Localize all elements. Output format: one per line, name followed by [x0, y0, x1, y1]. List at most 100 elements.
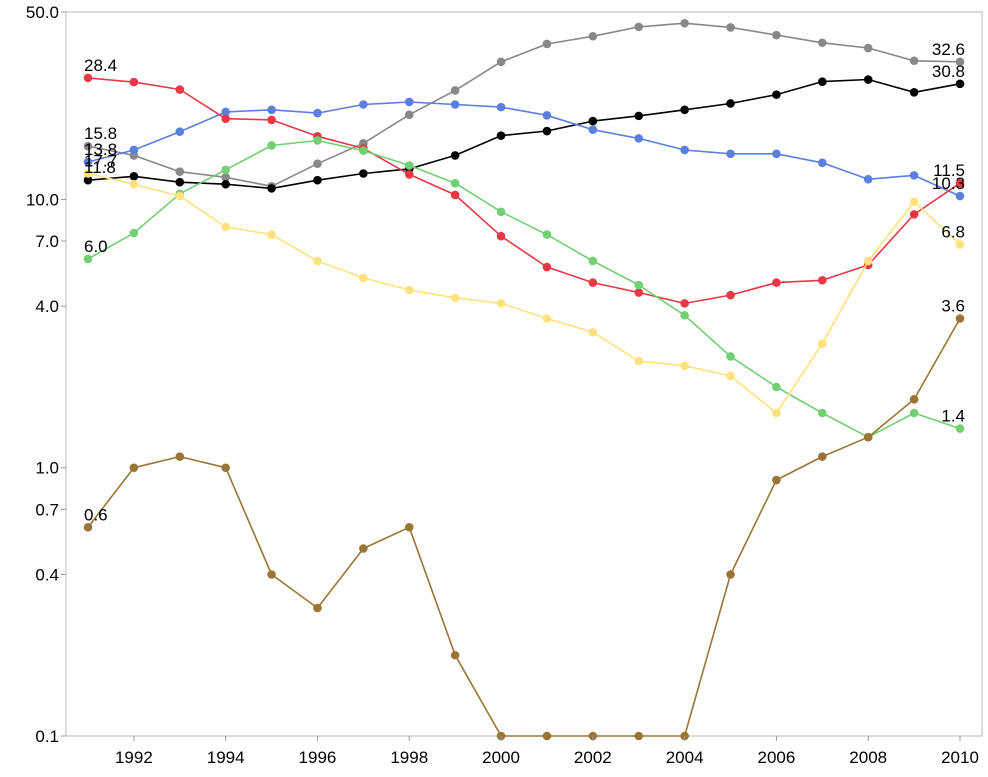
- data-point: [726, 352, 735, 361]
- plot-area-frame: [65, 11, 983, 737]
- start-data-label: 0.6: [84, 505, 108, 524]
- y-tick-label: 7.0: [35, 232, 59, 251]
- data-point: [83, 73, 93, 83]
- data-point: [634, 731, 644, 741]
- data-point: [313, 136, 322, 145]
- series-7: [83, 314, 965, 741]
- data-point: [83, 157, 93, 167]
- data-point: [818, 275, 827, 285]
- x-tick-label: 1996: [299, 748, 337, 767]
- data-point: [404, 285, 414, 295]
- data-point: [496, 102, 506, 112]
- data-point: [909, 171, 919, 180]
- data-point: [542, 230, 552, 239]
- data-point: [175, 452, 185, 461]
- x-tick-label: 2004: [666, 748, 704, 767]
- data-point: [772, 90, 781, 99]
- data-point: [496, 207, 506, 217]
- data-point: [680, 311, 689, 320]
- data-point: [313, 175, 322, 185]
- data-point: [772, 149, 781, 159]
- series-line: [87, 22, 961, 188]
- start-data-label: 15.8: [84, 124, 117, 143]
- data-point: [634, 111, 644, 121]
- data-point: [404, 110, 414, 120]
- end-data-label: 10.3: [932, 174, 965, 193]
- data-point: [313, 603, 322, 613]
- data-point: [634, 288, 644, 297]
- x-tick-label: 2000: [482, 748, 520, 767]
- x-tick-label: 2008: [849, 748, 887, 767]
- y-tick-label: 50.0: [26, 3, 59, 22]
- data-point: [450, 151, 460, 160]
- data-point: [496, 131, 506, 140]
- data-point: [175, 85, 185, 94]
- data-point: [129, 172, 139, 181]
- data-point: [726, 290, 735, 300]
- data-point: [726, 23, 735, 32]
- data-point: [450, 100, 460, 109]
- y-tick-label: 1.0: [35, 459, 59, 478]
- data-point: [129, 179, 139, 189]
- end-data-label: 11.5: [933, 161, 965, 180]
- data-point: [542, 39, 552, 49]
- start-data-label: 28.4: [84, 56, 117, 75]
- data-point: [83, 141, 93, 151]
- series-line: [87, 172, 961, 414]
- data-point: [221, 222, 230, 232]
- end-data-label: 3.6: [941, 297, 965, 316]
- data-point: [404, 161, 414, 170]
- data-point: [221, 107, 230, 117]
- data-point: [83, 522, 93, 532]
- data-point: [955, 178, 965, 188]
- data-point: [772, 475, 781, 485]
- y-tick-label: 4.0: [35, 297, 59, 316]
- data-point: [818, 452, 827, 461]
- data-point: [772, 278, 781, 287]
- data-point: [955, 79, 965, 89]
- data-point: [175, 177, 185, 187]
- y-tick-label: 0.1: [35, 727, 59, 746]
- data-point: [267, 115, 276, 125]
- data-point: [909, 394, 919, 404]
- data-point: [359, 544, 368, 553]
- end-data-label: 1.4: [941, 407, 965, 426]
- series-layer: [83, 18, 965, 741]
- data-point: [634, 356, 644, 366]
- series-line: [87, 139, 961, 439]
- series-5: [83, 136, 965, 442]
- data-point: [496, 57, 506, 67]
- data-point: [726, 99, 735, 108]
- data-point: [634, 22, 644, 32]
- y-tick-label: 0.4: [35, 565, 59, 584]
- data-point: [129, 77, 139, 87]
- data-point: [313, 159, 322, 168]
- data-point: [359, 100, 368, 109]
- data-point: [726, 149, 735, 159]
- data-point: [680, 18, 689, 28]
- y-tick-label: 10.0: [26, 190, 59, 209]
- end-data-label: 32.6: [932, 40, 965, 59]
- data-point: [955, 57, 965, 67]
- axis-layer: 0.1 0.4 0.7 1.0 4.0 7.0 10.0 50.0 1992 1994 1996 19…: [26, 3, 979, 767]
- data-point: [634, 134, 644, 143]
- data-point: [542, 731, 552, 741]
- data-point: [909, 197, 919, 207]
- data-point: [588, 327, 598, 337]
- data-point: [267, 570, 276, 579]
- data-point: [955, 191, 965, 201]
- data-point: [129, 145, 139, 155]
- data-point: [680, 145, 689, 155]
- data-point: [863, 43, 873, 53]
- data-point: [955, 314, 965, 323]
- data-point: [221, 463, 230, 473]
- data-point: [863, 432, 873, 442]
- data-point: [129, 463, 139, 473]
- data-point: [404, 170, 414, 179]
- data-point: [955, 424, 965, 433]
- x-tick-label: 2010: [941, 748, 979, 767]
- data-point: [634, 280, 644, 290]
- x-tick-label: 1994: [207, 748, 245, 767]
- data-point: [909, 408, 919, 418]
- end-data-label: 6.8: [941, 222, 965, 241]
